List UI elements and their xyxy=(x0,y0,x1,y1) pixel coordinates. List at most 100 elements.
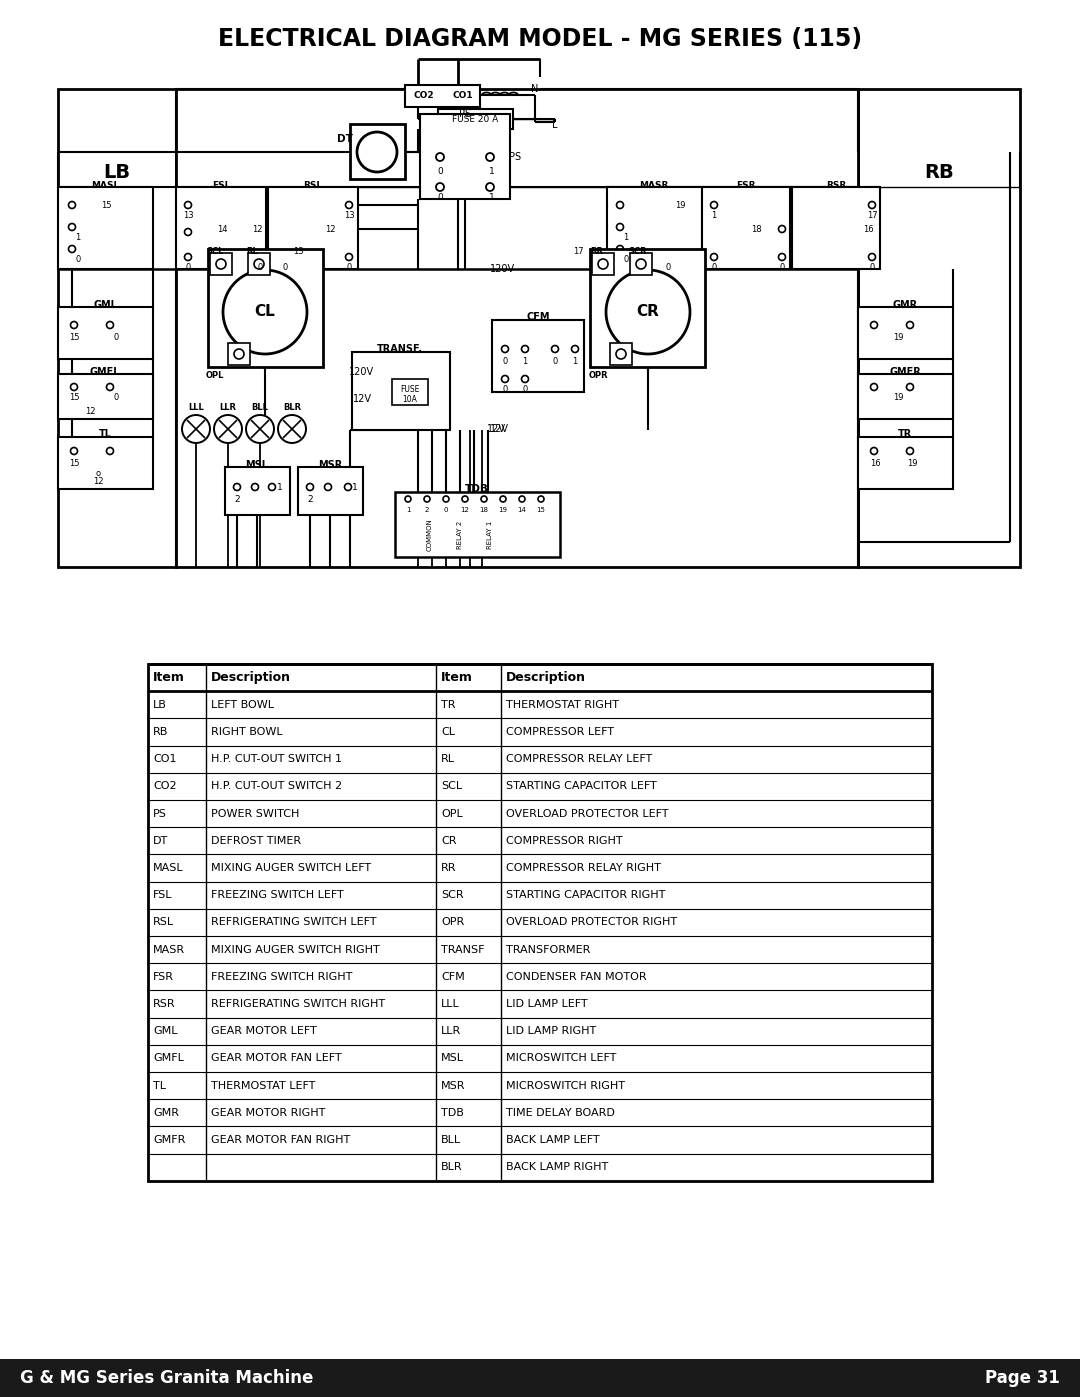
Text: MASL: MASL xyxy=(153,863,184,873)
Text: OVERLOAD PROTECTOR RIGHT: OVERLOAD PROTECTOR RIGHT xyxy=(507,918,677,928)
Circle shape xyxy=(185,253,191,260)
Circle shape xyxy=(424,496,430,502)
Circle shape xyxy=(107,321,113,328)
Text: 12: 12 xyxy=(325,225,335,233)
Text: CO2: CO2 xyxy=(414,91,434,99)
Bar xyxy=(268,187,357,270)
Circle shape xyxy=(233,483,241,490)
Text: STARTING CAPACITOR LEFT: STARTING CAPACITOR LEFT xyxy=(507,781,657,791)
Text: GEAR MOTOR FAN LEFT: GEAR MOTOR FAN LEFT xyxy=(211,1053,341,1063)
Circle shape xyxy=(870,384,877,391)
Circle shape xyxy=(68,201,76,208)
Bar xyxy=(176,187,266,270)
Bar xyxy=(298,467,363,515)
Text: 12: 12 xyxy=(93,478,104,486)
Circle shape xyxy=(107,447,113,454)
Text: G & MG Series Granita Machine: G & MG Series Granita Machine xyxy=(21,1369,313,1387)
Text: REFRIGERATING SWITCH LEFT: REFRIGERATING SWITCH LEFT xyxy=(211,918,377,928)
Text: 13: 13 xyxy=(293,247,303,257)
Text: o: o xyxy=(95,468,100,478)
Bar xyxy=(858,307,953,359)
Text: Description: Description xyxy=(211,671,291,685)
Text: 17: 17 xyxy=(572,247,583,257)
Text: TRANSF: TRANSF xyxy=(441,944,485,954)
Text: COMPRESSOR RELAY RIGHT: COMPRESSOR RELAY RIGHT xyxy=(507,863,661,873)
Circle shape xyxy=(711,253,717,260)
Text: CR: CR xyxy=(636,305,660,320)
Text: BLR: BLR xyxy=(283,402,301,412)
Text: 0: 0 xyxy=(113,332,119,341)
Circle shape xyxy=(616,349,626,359)
Text: FREEZING SWITCH RIGHT: FREEZING SWITCH RIGHT xyxy=(211,972,352,982)
Circle shape xyxy=(252,483,258,490)
Text: PS: PS xyxy=(509,152,521,162)
Bar xyxy=(858,374,953,419)
Text: 18: 18 xyxy=(751,225,761,233)
Text: TR: TR xyxy=(441,700,456,710)
Text: TIME DELAY BOARD: TIME DELAY BOARD xyxy=(507,1108,615,1118)
Text: RB: RB xyxy=(153,726,168,738)
Bar xyxy=(438,109,513,129)
Text: 12V: 12V xyxy=(490,425,509,434)
Text: RSL: RSL xyxy=(153,918,174,928)
Text: 16: 16 xyxy=(869,458,880,468)
Text: 16: 16 xyxy=(863,225,874,233)
Text: MICROSWITCH LEFT: MICROSWITCH LEFT xyxy=(507,1053,617,1063)
Text: MASR: MASR xyxy=(153,944,185,954)
Text: GEAR MOTOR FAN RIGHT: GEAR MOTOR FAN RIGHT xyxy=(211,1134,350,1146)
Bar xyxy=(228,344,249,365)
Bar xyxy=(208,249,323,367)
Text: RR: RR xyxy=(591,247,604,257)
Text: MSR: MSR xyxy=(441,1081,465,1091)
Text: BLR: BLR xyxy=(441,1162,462,1172)
Circle shape xyxy=(868,201,876,208)
Circle shape xyxy=(500,496,507,502)
Bar xyxy=(58,89,176,567)
Text: 2: 2 xyxy=(307,495,313,503)
Bar xyxy=(592,253,615,275)
Circle shape xyxy=(870,447,877,454)
Circle shape xyxy=(571,345,579,352)
Circle shape xyxy=(636,258,646,270)
Bar xyxy=(248,253,270,275)
Circle shape xyxy=(598,258,608,270)
Text: REFRIGERATING SWITCH RIGHT: REFRIGERATING SWITCH RIGHT xyxy=(211,999,386,1009)
Circle shape xyxy=(522,345,528,352)
Text: 19: 19 xyxy=(499,507,508,513)
Bar xyxy=(858,437,953,489)
Text: TRANSF.: TRANSF. xyxy=(377,344,423,353)
Circle shape xyxy=(462,496,468,502)
Text: RELAY 1: RELAY 1 xyxy=(487,521,492,549)
Text: 0: 0 xyxy=(186,263,191,271)
Text: RR: RR xyxy=(441,863,457,873)
Text: 13: 13 xyxy=(343,211,354,219)
Text: 0: 0 xyxy=(113,394,119,402)
Circle shape xyxy=(779,253,785,260)
Text: SCR: SCR xyxy=(441,890,463,900)
Circle shape xyxy=(906,447,914,454)
Text: LB: LB xyxy=(153,700,167,710)
Circle shape xyxy=(501,376,509,383)
Circle shape xyxy=(185,229,191,236)
Circle shape xyxy=(269,483,275,490)
Text: 19: 19 xyxy=(675,201,685,210)
Text: 15: 15 xyxy=(537,507,545,513)
Text: LLL: LLL xyxy=(188,402,204,412)
Circle shape xyxy=(606,270,690,353)
Text: MIXING AUGER SWITCH LEFT: MIXING AUGER SWITCH LEFT xyxy=(211,863,372,873)
Text: THERMOSTAT LEFT: THERMOSTAT LEFT xyxy=(211,1081,315,1091)
Text: GMFL: GMFL xyxy=(90,367,120,377)
Bar xyxy=(590,249,705,367)
Circle shape xyxy=(486,154,494,161)
Text: Page 31: Page 31 xyxy=(985,1369,1059,1387)
Bar xyxy=(630,253,652,275)
Circle shape xyxy=(254,258,264,270)
Text: CR: CR xyxy=(441,835,457,845)
Text: CL: CL xyxy=(441,726,455,738)
Circle shape xyxy=(70,384,78,391)
Circle shape xyxy=(222,270,307,353)
Circle shape xyxy=(443,496,449,502)
Circle shape xyxy=(519,496,525,502)
Text: FUSE 20 A: FUSE 20 A xyxy=(451,115,498,123)
Text: CL: CL xyxy=(255,305,275,320)
